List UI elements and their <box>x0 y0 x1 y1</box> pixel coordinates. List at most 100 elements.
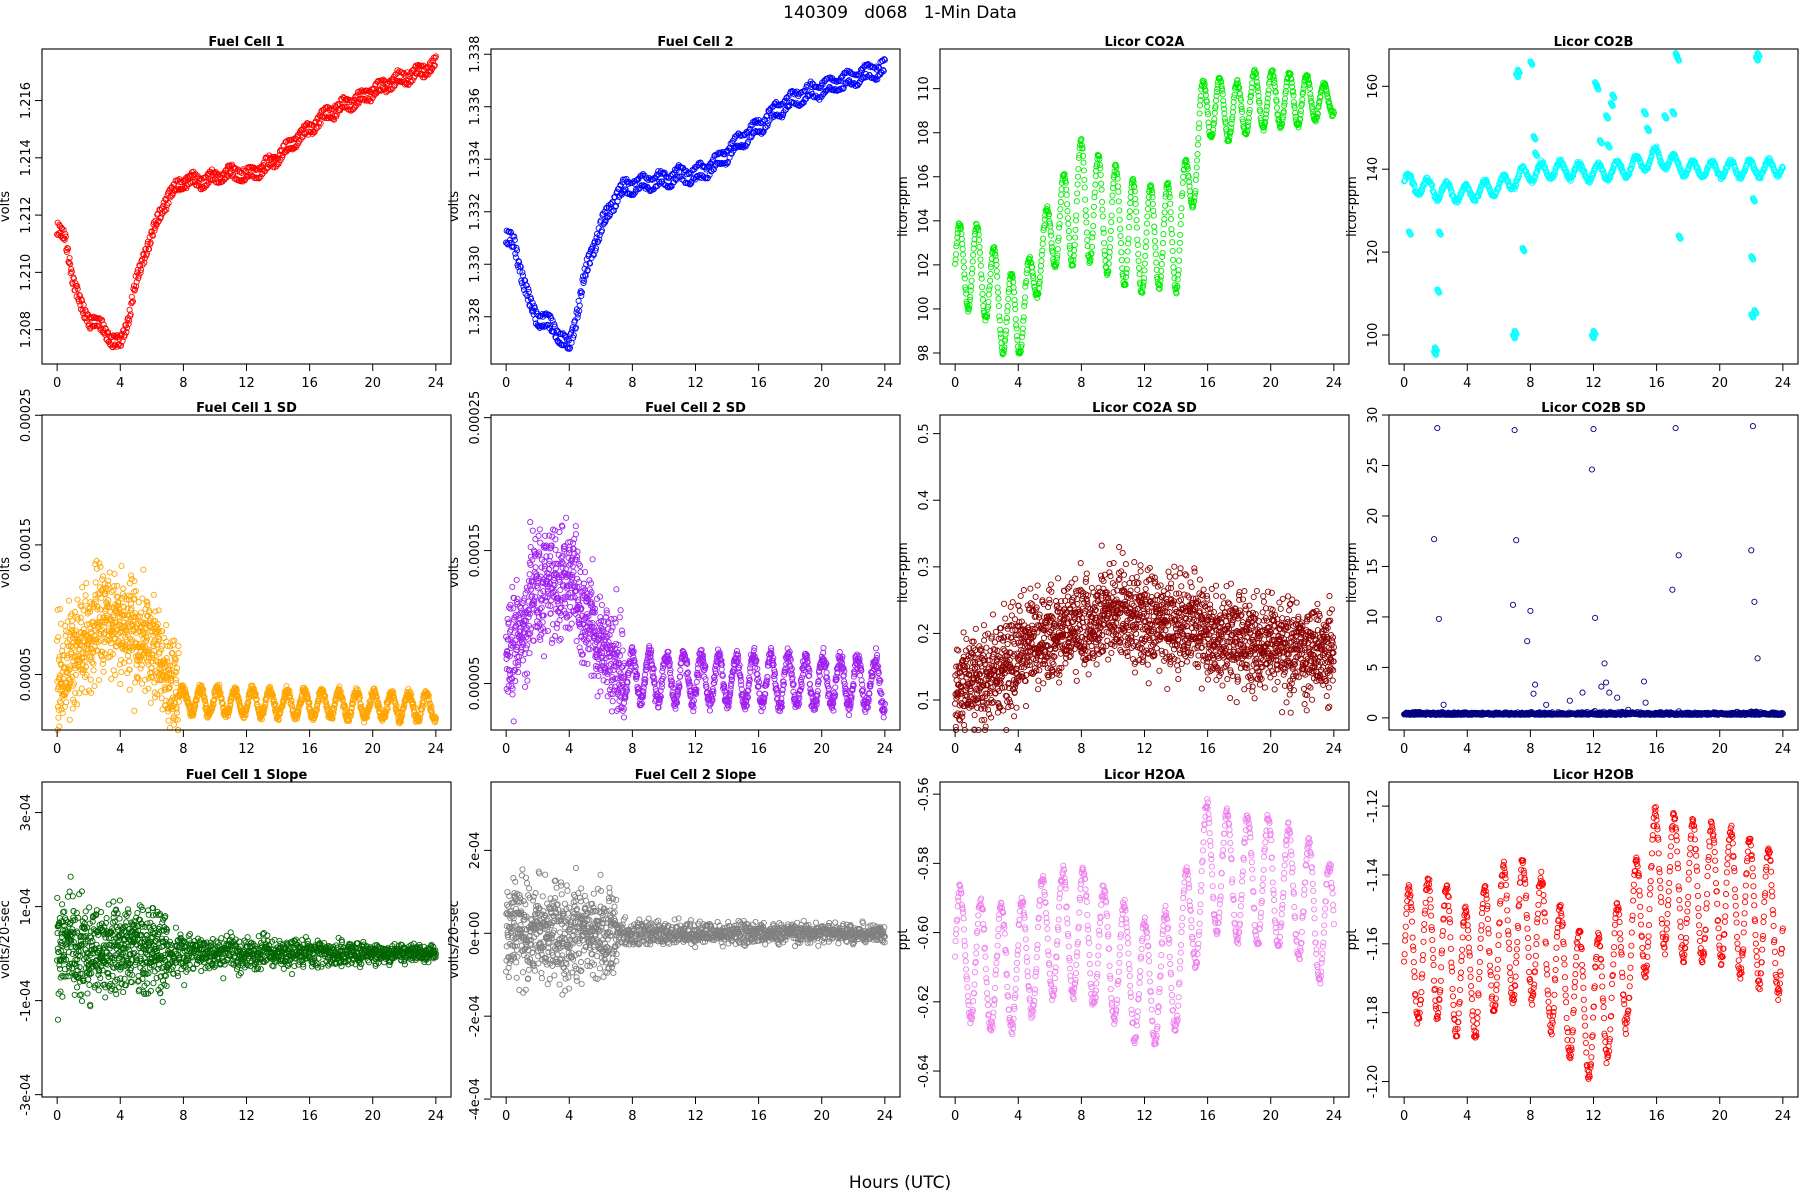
data-point <box>1159 240 1167 247</box>
data-point <box>1098 186 1105 193</box>
x-tick-label: 16 <box>301 376 318 391</box>
data-point <box>799 100 806 107</box>
data-point <box>90 660 97 667</box>
data-point <box>1074 190 1081 197</box>
x-tick-label: 0 <box>502 376 510 391</box>
data-point <box>1169 239 1176 246</box>
data-point <box>1058 191 1065 198</box>
data-point <box>1136 271 1143 278</box>
data-point <box>1167 200 1174 207</box>
data-point <box>810 94 818 101</box>
data-point <box>91 683 98 690</box>
data-point <box>1176 239 1183 246</box>
y-tick-label: 1.330 <box>468 246 483 283</box>
data-point <box>96 677 103 684</box>
data-point <box>976 243 983 251</box>
y-tick-label: 1.214 <box>19 139 34 176</box>
data-point <box>977 262 984 269</box>
data-point <box>1107 227 1114 234</box>
x-tick-label: 20 <box>813 376 830 391</box>
data-point <box>525 285 532 293</box>
data-point <box>74 285 81 293</box>
data-point <box>139 261 146 268</box>
data-point <box>173 709 180 716</box>
data-point <box>66 716 73 723</box>
data-point <box>1038 257 1045 265</box>
data-point <box>578 292 585 299</box>
data-point <box>1160 221 1167 228</box>
data-point <box>1116 207 1123 214</box>
data-point <box>1003 327 1010 334</box>
data-point <box>953 240 960 247</box>
data-point <box>1144 205 1151 213</box>
data-point <box>163 206 170 213</box>
y-tick-label: 1.212 <box>19 196 34 233</box>
data-point <box>1169 247 1176 255</box>
data-point <box>1083 219 1090 226</box>
data-point <box>1097 171 1104 179</box>
data-point <box>117 342 124 350</box>
data-point <box>995 295 1002 302</box>
data-point <box>1117 232 1124 239</box>
y-tick-label: 1.334 <box>468 141 483 178</box>
data-point <box>1083 229 1090 236</box>
data-point <box>322 105 330 112</box>
data-point <box>784 103 792 111</box>
data-point <box>173 676 180 683</box>
data-point <box>54 231 61 238</box>
x-tick-label: 16 <box>750 376 767 391</box>
data-point <box>1143 220 1151 227</box>
data-point <box>1040 235 1047 242</box>
data-point <box>757 120 765 127</box>
data-point <box>148 228 155 235</box>
data-point <box>55 634 62 641</box>
data-point <box>1117 240 1124 247</box>
x-tick-label: 0 <box>53 376 61 391</box>
data-point <box>432 53 439 60</box>
data-point <box>958 230 965 237</box>
data-point <box>570 334 577 341</box>
data-point <box>977 256 984 263</box>
data-point <box>1082 207 1089 214</box>
data-point <box>123 329 130 336</box>
x-tick-label: 8 <box>179 376 187 391</box>
data-point <box>112 671 119 679</box>
data-point <box>1178 212 1185 220</box>
y-axis-label: licor-ppm <box>896 176 911 237</box>
data-point <box>1126 214 1133 221</box>
data-point <box>137 269 144 276</box>
x-tick-label: 24 <box>1775 376 1792 391</box>
data-point <box>118 562 125 570</box>
data-point <box>135 272 142 279</box>
data-point <box>664 184 671 191</box>
data-point <box>1132 195 1139 203</box>
data-point <box>317 120 324 127</box>
panel-fc1sd: Fuel Cell 1 SD0 4 8 12 16 20 240.000050.000150… <box>0 388 452 757</box>
data-point <box>170 181 178 188</box>
data-point <box>524 292 531 299</box>
data-point <box>152 608 159 615</box>
data-point <box>1012 316 1019 323</box>
data-point <box>1141 260 1148 267</box>
data-point <box>538 323 545 330</box>
data-point <box>987 270 994 277</box>
data-point <box>803 82 810 89</box>
data-point <box>1306 85 1313 92</box>
data-point <box>1065 220 1072 227</box>
data-point <box>1116 216 1123 223</box>
data-point <box>596 232 603 239</box>
data-point <box>592 245 600 252</box>
data-point <box>1125 224 1132 231</box>
data-point <box>1115 198 1122 205</box>
plot-frame <box>939 48 1350 365</box>
data-point <box>672 176 680 183</box>
data-point <box>79 584 86 591</box>
data-point <box>140 566 147 573</box>
data-point <box>1174 276 1181 283</box>
data-point <box>1090 212 1097 219</box>
plot-frame <box>490 48 901 365</box>
data-point <box>128 300 135 307</box>
data-point <box>100 573 107 580</box>
data-point <box>584 266 591 273</box>
